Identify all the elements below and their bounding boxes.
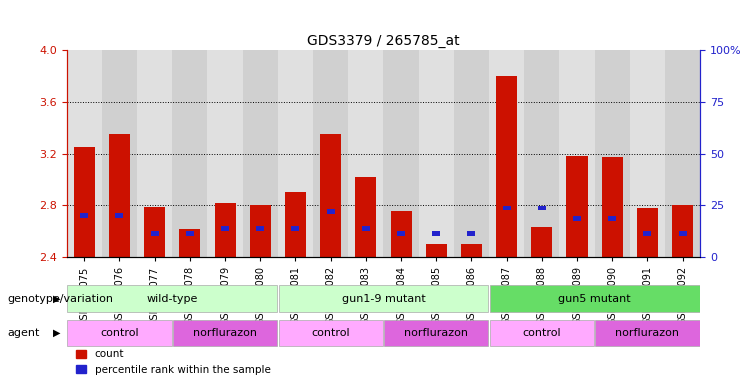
Text: control: control [311,328,350,338]
Bar [67,50,102,257]
Bar [179,229,200,257]
Bar [468,232,476,237]
Text: ▶: ▶ [53,328,61,338]
Bar [313,50,348,257]
Bar [285,192,306,257]
Bar [502,205,511,210]
Bar [356,177,376,257]
Bar [461,244,482,257]
FancyBboxPatch shape [279,285,488,312]
Text: gun1-9 mutant: gun1-9 mutant [342,293,425,304]
FancyBboxPatch shape [173,320,277,346]
Text: wild-type: wild-type [147,293,198,304]
Bar [679,232,687,237]
Bar [665,50,700,257]
Bar [538,205,546,210]
Bar [425,244,447,257]
Bar [221,226,229,231]
Bar [362,226,370,231]
Bar [109,134,130,257]
Bar [453,50,489,257]
Bar [525,50,559,257]
Text: genotype/variation: genotype/variation [7,293,113,304]
Bar [384,50,419,257]
Title: GDS3379 / 265785_at: GDS3379 / 265785_at [308,33,459,48]
Text: norflurazon: norflurazon [405,328,468,338]
Bar [637,208,658,257]
Bar [630,50,665,257]
Bar [602,157,622,257]
Bar [608,216,617,221]
Bar [207,50,243,257]
FancyBboxPatch shape [67,285,277,312]
FancyBboxPatch shape [279,320,383,346]
Bar [320,134,341,257]
Bar [172,50,207,257]
Bar [137,50,173,257]
Text: control: control [522,328,561,338]
Bar [150,232,159,237]
Bar [643,232,651,237]
Bar [595,50,630,257]
Legend: count, percentile rank within the sample: count, percentile rank within the sample [72,345,275,379]
Bar [327,209,335,214]
Bar [566,156,588,257]
Bar [186,232,194,237]
Text: norflurazon: norflurazon [193,328,257,338]
Bar [80,214,88,218]
FancyBboxPatch shape [595,320,700,346]
Text: gun5 mutant: gun5 mutant [558,293,631,304]
Bar [432,232,440,237]
Bar [215,203,236,257]
Bar [496,76,517,257]
Text: control: control [100,328,139,338]
Text: agent: agent [7,328,40,338]
Bar [256,226,265,231]
Bar [672,205,694,257]
Bar [250,205,271,257]
Bar [397,232,405,237]
FancyBboxPatch shape [490,320,594,346]
FancyBboxPatch shape [384,320,488,346]
Bar [531,227,553,257]
FancyBboxPatch shape [490,285,700,312]
Bar [291,226,299,231]
Bar [73,147,95,257]
Bar [278,50,313,257]
Text: norflurazon: norflurazon [616,328,679,338]
Bar [419,50,453,257]
FancyBboxPatch shape [67,320,172,346]
Text: ▶: ▶ [53,293,61,304]
Bar [348,50,384,257]
Bar [116,214,124,218]
Bar [391,211,412,257]
Bar [144,207,165,257]
Bar [102,50,137,257]
Bar [243,50,278,257]
Bar [559,50,594,257]
Bar [573,216,581,221]
Bar [489,50,525,257]
